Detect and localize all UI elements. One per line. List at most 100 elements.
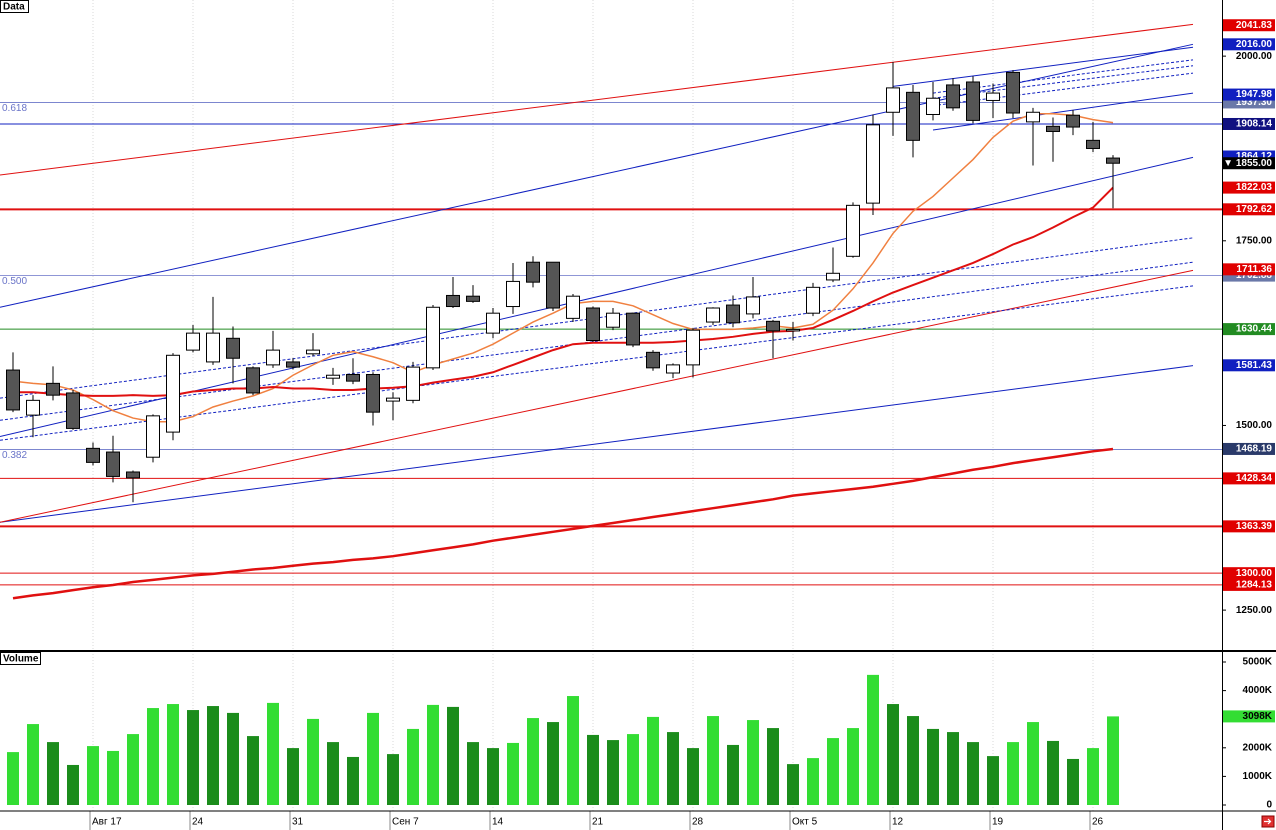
volume-bar <box>847 728 859 805</box>
volume-tag-label: 3098K <box>1243 711 1273 722</box>
candle-body <box>426 306 440 369</box>
candle-body <box>686 329 700 366</box>
price-tag-label: 1908.14 <box>1236 119 1273 130</box>
volume-bar <box>7 752 19 805</box>
volume-bar <box>487 748 499 805</box>
volume-bar <box>67 764 79 805</box>
candle-body <box>166 354 180 433</box>
volume-bar <box>887 704 899 805</box>
trend-line <box>0 43 1194 308</box>
volume-bar <box>347 756 359 805</box>
candle-body <box>186 332 200 351</box>
trend-line <box>0 156 1194 438</box>
volume-bar <box>747 720 759 805</box>
volume-bar <box>207 706 219 805</box>
volume-tick-label: 5000K <box>1243 657 1273 668</box>
volume-bar <box>1027 722 1039 805</box>
volume-bar <box>527 718 539 805</box>
candle-body <box>1046 125 1060 132</box>
candle-body <box>786 328 800 332</box>
x-tick-label: 24 <box>192 817 204 828</box>
candle-body <box>26 399 40 416</box>
volume-tick-label: 1000K <box>1243 771 1273 782</box>
candle-body <box>246 367 260 394</box>
candle-body <box>706 307 720 323</box>
price-tag <box>1223 520 1275 533</box>
candle-body <box>646 351 660 369</box>
trend-line <box>932 59 1194 94</box>
x-tick-label: 12 <box>892 817 904 828</box>
volume-tick-label: 4000K <box>1243 685 1273 696</box>
volume-bar <box>727 744 739 805</box>
x-tick-label: 21 <box>592 817 604 828</box>
x-tick-label: 28 <box>692 817 704 828</box>
price-tag-label: 1947.98 <box>1236 89 1273 100</box>
candle-body <box>606 312 620 328</box>
price-tag-label: 1428.34 <box>1236 473 1273 484</box>
volume-bar <box>87 746 99 805</box>
volume-bar <box>767 728 779 805</box>
moving-average <box>12 447 1114 600</box>
volume-bar <box>327 742 339 805</box>
volume-bar <box>787 764 799 805</box>
scroll-icon <box>1264 818 1272 825</box>
candle-body <box>946 84 960 109</box>
candle-body <box>566 295 580 319</box>
volume-bar <box>1087 748 1099 805</box>
price-tag <box>1223 578 1275 591</box>
price-tag-label: 2041.83 <box>1236 20 1273 31</box>
volume-bar <box>187 710 199 805</box>
price-tag-label: 1363.39 <box>1236 521 1273 532</box>
candle-body <box>46 382 60 396</box>
volume-bar <box>907 716 919 805</box>
trend-line <box>932 72 1194 107</box>
panel-title-box <box>0 0 29 13</box>
price-tag <box>1223 203 1275 216</box>
candle-body <box>666 364 680 374</box>
volume-bar <box>987 756 999 805</box>
volume-bar <box>707 716 719 805</box>
price-tag-label: 1581.43 <box>1236 360 1273 371</box>
candle-body <box>366 373 380 413</box>
candle-body <box>546 261 560 309</box>
volume-bar <box>647 716 659 805</box>
volume-bar <box>627 734 639 805</box>
candle-body <box>1066 114 1080 128</box>
volume-bar <box>287 748 299 805</box>
candle-body <box>966 81 980 121</box>
moving-average <box>12 113 1114 423</box>
candle-body <box>446 294 460 308</box>
volume-bar <box>147 708 159 805</box>
candle-body <box>346 373 360 382</box>
volume-bar <box>267 702 279 805</box>
candle-body <box>1086 139 1100 149</box>
volume-bar <box>947 732 959 805</box>
candle-body <box>766 320 780 332</box>
volume-bar <box>547 722 559 805</box>
candle-body <box>226 337 240 359</box>
price-tag-label: 1822.03 <box>1236 182 1273 193</box>
candle-body <box>126 471 140 479</box>
price-tag-label: 2016.00 <box>1236 39 1273 50</box>
panel-title: Data <box>3 2 25 13</box>
x-tick-label: Авг 17 <box>92 817 122 828</box>
x-tick-label: 14 <box>492 817 504 828</box>
candle-body <box>86 447 100 463</box>
panel-title-box <box>0 652 41 665</box>
price-tag <box>1223 567 1275 580</box>
candle-body <box>886 87 900 113</box>
fib-label: 0.618 <box>2 103 27 114</box>
price-tag <box>1223 323 1275 336</box>
fib-label: 0.500 <box>2 276 27 287</box>
candle-body <box>806 286 820 314</box>
price-tag-label: 1792.62 <box>1236 204 1273 215</box>
price-tag <box>1223 19 1275 32</box>
candle-body <box>626 312 640 346</box>
x-tick-label: 19 <box>992 817 1004 828</box>
candle-body <box>746 296 760 315</box>
volume-bar <box>407 728 419 805</box>
price-tag-label: 1937.30 <box>1236 97 1273 108</box>
candle-body <box>6 369 20 411</box>
